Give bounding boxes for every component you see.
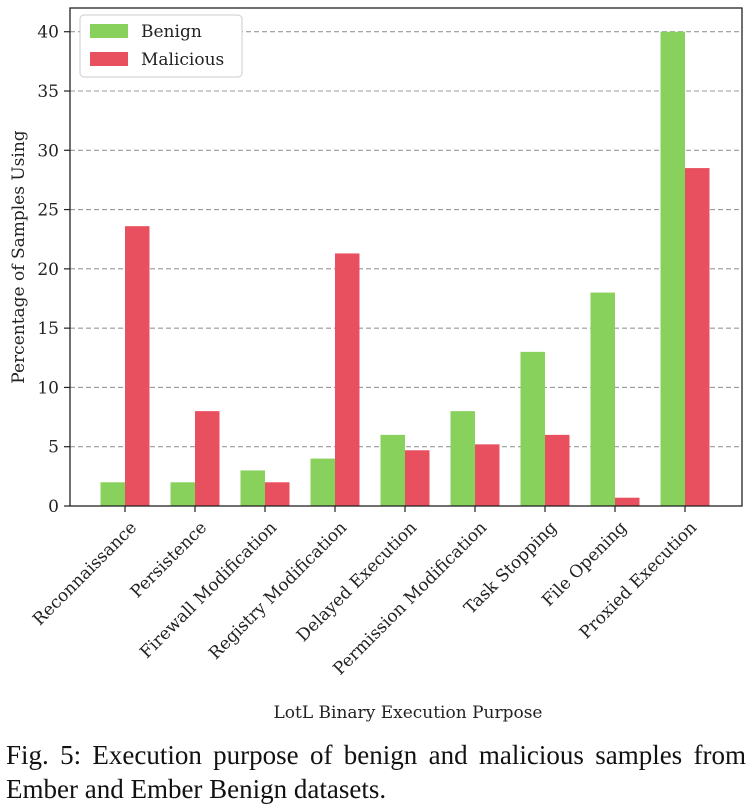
x-tick-label: Proxied Execution — [576, 518, 701, 643]
x-tick-label: Delayed Execution — [293, 518, 421, 646]
bar-malicious — [195, 411, 220, 506]
y-tick-label: 15 — [37, 319, 59, 339]
y-tick-label: 0 — [48, 497, 59, 517]
legend-label-benign: Benign — [141, 22, 202, 42]
bar-benign — [590, 292, 615, 506]
y-tick-label: 35 — [37, 82, 59, 102]
bar-benign — [450, 411, 475, 506]
bar-malicious — [685, 168, 710, 507]
bar-malicious — [335, 253, 360, 506]
y-axis-label: Percentage of Samples Using — [9, 130, 29, 383]
x-tick-label: Firewall Modification — [136, 518, 281, 663]
bar-malicious — [545, 434, 570, 506]
x-tick-label: Reconnaissance — [29, 518, 141, 630]
bar-benign — [380, 434, 405, 506]
plot-frame — [69, 7, 743, 507]
bar-benign — [520, 351, 545, 506]
bars — [100, 31, 710, 507]
bar-benign — [660, 31, 685, 506]
bar-benign — [310, 458, 335, 506]
bar-malicious — [265, 482, 290, 506]
y-tick-label: 30 — [37, 141, 59, 161]
x-tick-label: Registry Modification — [205, 518, 351, 664]
bar-malicious — [405, 450, 430, 506]
grid-lines — [70, 31, 742, 448]
bar-malicious — [125, 226, 150, 506]
bar-benign — [170, 482, 195, 506]
legend-label-malicious: Malicious — [141, 50, 224, 70]
y-tick-label: 5 — [48, 438, 59, 458]
y-tick-label: 10 — [37, 378, 59, 398]
legend-swatch-malicious — [90, 52, 128, 66]
legend: Benign Malicious — [79, 14, 243, 78]
legend-swatch-benign — [90, 24, 128, 38]
y-tick-label: 20 — [37, 260, 59, 280]
y-tick-label: 40 — [37, 23, 59, 43]
y-axis-ticks: 0 5 10 15 20 25 30 35 40 — [37, 23, 70, 517]
bar-benign — [240, 470, 265, 506]
y-tick-label: 25 — [37, 201, 59, 221]
figure-caption: Fig. 5: Execution purpose of benign and … — [6, 740, 746, 804]
bar-malicious — [475, 444, 500, 506]
bar-malicious — [615, 497, 640, 506]
x-axis-label: LotL Binary Execution Purpose — [274, 703, 543, 723]
bar-benign — [100, 482, 125, 506]
bar-chart: 0 5 10 15 20 25 30 35 40 ReconnaissancePersisten… — [9, 7, 743, 723]
